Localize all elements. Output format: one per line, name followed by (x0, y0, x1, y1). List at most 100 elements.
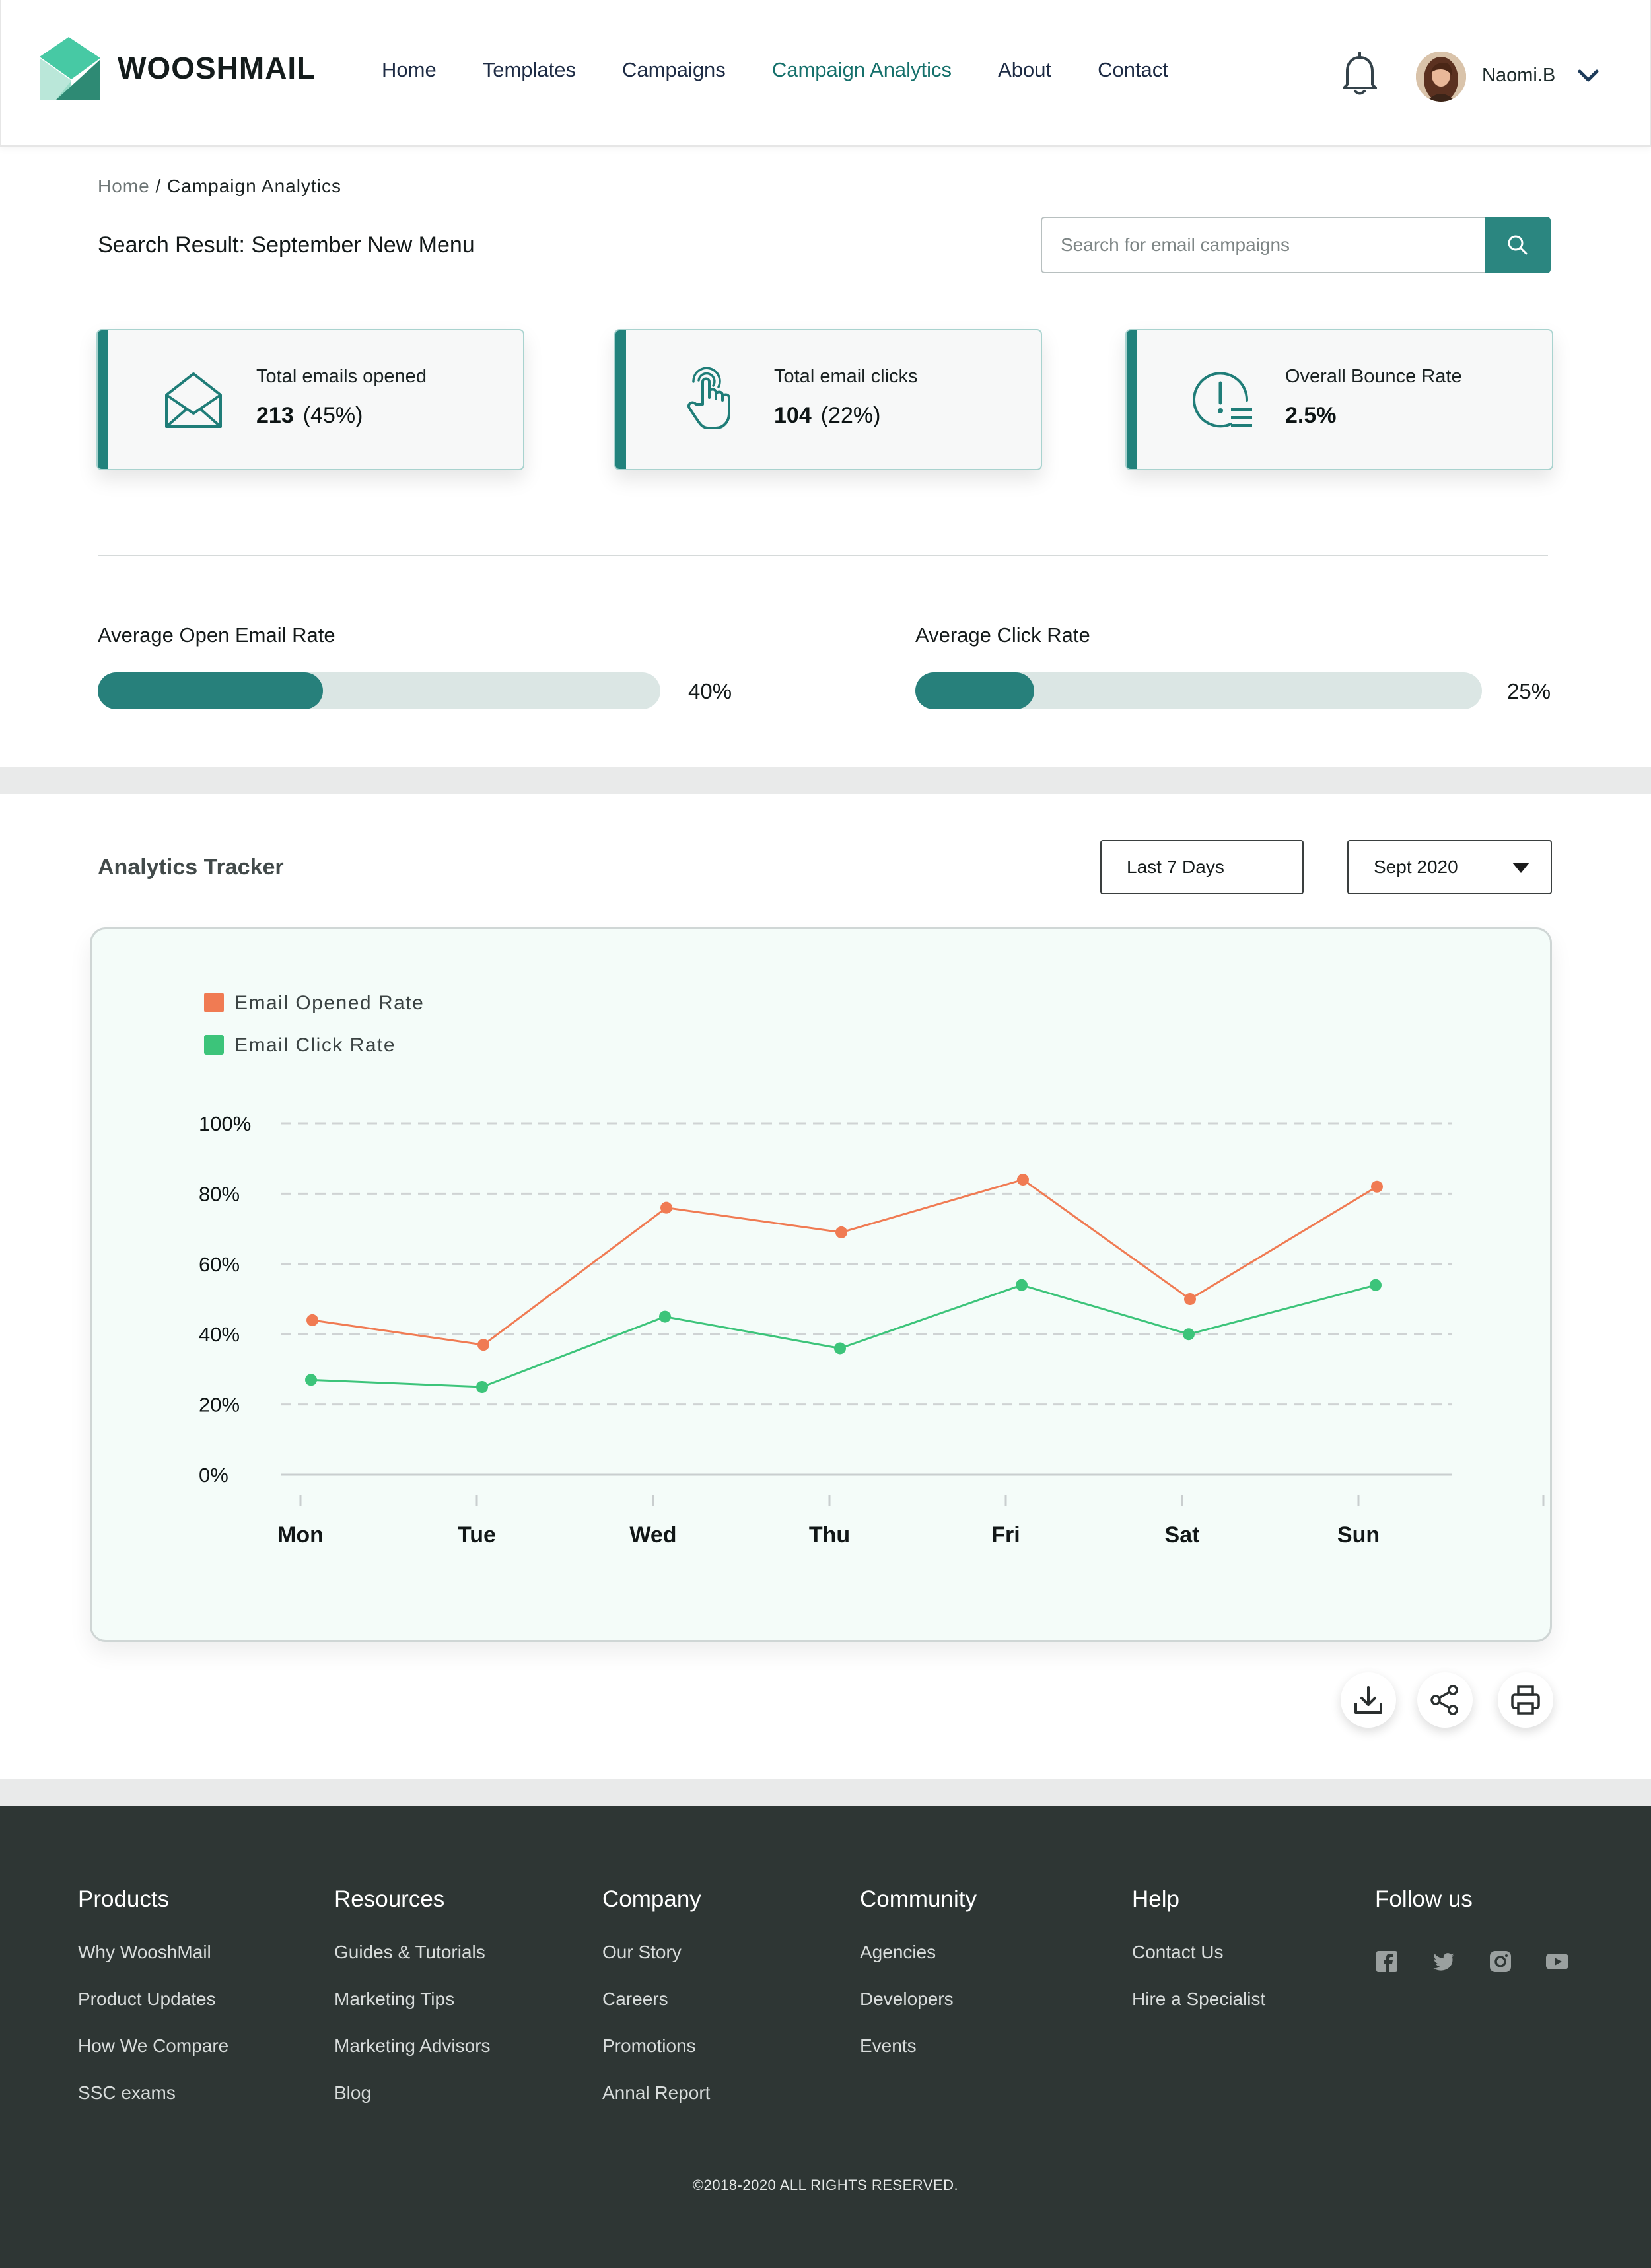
footer-link[interactable]: Guides & Tutorials (334, 1942, 485, 1962)
stat-value: 2.5% (1285, 403, 1346, 429)
open-rate-label: Average Open Email Rate (98, 623, 335, 647)
footer-link[interactable]: Why WooshMail (78, 1942, 211, 1962)
breadcrumb: Home / Campaign Analytics (98, 176, 341, 197)
breadcrumb-home[interactable]: Home (98, 176, 150, 196)
stat-number: 104 (774, 403, 812, 428)
last-7-days-button[interactable]: Last 7 Days (1100, 840, 1304, 894)
x-tick-label: Wed (629, 1522, 676, 1547)
search-button[interactable] (1485, 217, 1551, 273)
brand-name: WOOSHMAIL (118, 51, 316, 85)
wooshmail-logo-icon (40, 37, 100, 100)
facebook-icon[interactable] (1375, 1950, 1399, 1973)
open-rate-value: 40% (688, 679, 732, 703)
footer-col-community: Community Agencies Developers Events (860, 1886, 977, 2082)
share-icon (1430, 1685, 1458, 1715)
stat-label: Overall Bounce Rate (1285, 366, 1462, 387)
stat-value: 213 (45%) (256, 403, 363, 429)
footer-col-help: Help Contact Us Hire a Specialist (1132, 1886, 1265, 2036)
top-header: WOOSHMAIL Home Templates Campaigns Campa… (0, 0, 1651, 147)
data-point (660, 1201, 672, 1214)
footer-link[interactable]: Our Story (602, 1942, 682, 1962)
footer-heading: Community (860, 1886, 977, 1912)
series-line (310, 1284, 1376, 1388)
series-line (312, 1178, 1378, 1346)
footer-link[interactable]: Careers (602, 1989, 668, 2009)
data-point (1183, 1328, 1195, 1341)
footer-link[interactable]: Contact Us (1132, 1942, 1224, 1962)
share-button[interactable] (1417, 1672, 1473, 1728)
nav-campaign-analytics[interactable]: Campaign Analytics (771, 58, 952, 81)
y-tick-label: 40% (199, 1323, 240, 1346)
data-point (1370, 1279, 1382, 1291)
nav-home[interactable]: Home (382, 58, 437, 81)
footer-col-company: Company Our Story Careers Promotions Ann… (602, 1886, 710, 2129)
bell-icon[interactable] (1341, 52, 1379, 96)
footer-link[interactable]: Agencies (860, 1942, 936, 1962)
footer-heading: Company (602, 1886, 701, 1912)
footer-link[interactable]: Marketing Advisors (334, 2036, 491, 2056)
click-rate-fill (915, 672, 1035, 709)
data-point (1184, 1293, 1196, 1305)
x-tick-label: Thu (809, 1522, 850, 1547)
pointer-hand-icon (687, 367, 730, 429)
data-point (306, 1314, 318, 1326)
chevron-down-icon[interactable] (1577, 66, 1599, 85)
footer-col-follow: Follow us (1375, 1886, 1473, 1942)
twitter-icon[interactable] (1432, 1950, 1456, 1973)
stat-percent: (45%) (302, 403, 363, 428)
data-point (1016, 1279, 1028, 1291)
instagram-icon[interactable] (1489, 1950, 1512, 1973)
caret-down-icon (1512, 863, 1529, 873)
search-input[interactable] (1061, 218, 1483, 272)
footer-link[interactable]: Promotions (602, 2036, 696, 2056)
section-separator (0, 767, 1651, 794)
analytics-chart: Email Opened Rate Email Click Rate 100% 80%… (90, 927, 1552, 1642)
x-tick-label: Sat (1165, 1522, 1200, 1547)
open-rate-track (98, 672, 660, 709)
data-point (476, 1381, 488, 1393)
footer-link[interactable]: How We Compare (78, 2036, 229, 2056)
avatar-portrait-icon (1416, 52, 1466, 102)
nav-contact[interactable]: Contact (1098, 58, 1168, 81)
print-button[interactable] (1498, 1672, 1553, 1728)
nav-about[interactable]: About (998, 58, 1052, 81)
footer-link[interactable]: Hire a Specialist (1132, 1989, 1266, 2009)
month-select[interactable]: Sept 2020 (1347, 840, 1552, 894)
nav-campaigns[interactable]: Campaigns (622, 58, 726, 81)
footer-col-products: Products Why WooshMail Product Updates H… (78, 1886, 228, 2129)
legend-swatch (204, 993, 224, 1012)
main-nav: Home Templates Campaigns Campaign Analyt… (382, 58, 1214, 82)
copyright-text: ©2018-2020 ALL RIGHTS RESERVED. (692, 2177, 959, 2193)
stat-percent: (22%) (820, 403, 881, 428)
footer-col-resources: Resources Guides & Tutorials Marketing T… (334, 1886, 491, 2129)
line-chart-svg: Email Opened Rate Email Click Rate 100% 80%… (199, 992, 1545, 1547)
footer-link[interactable]: SSC exams (78, 2082, 176, 2103)
stat-number: 2.5% (1285, 403, 1337, 428)
tracker-title: Analytics Tracker (98, 855, 284, 880)
search-icon (1508, 235, 1528, 255)
x-tick-label: Tue (458, 1522, 496, 1547)
nav-templates[interactable]: Templates (482, 58, 576, 81)
data-point (659, 1310, 671, 1323)
footer-heading: Follow us (1375, 1886, 1473, 1912)
x-tick-label: Sun (1337, 1522, 1380, 1547)
search-box (1041, 217, 1551, 273)
user-avatar[interactable] (1416, 52, 1466, 102)
footer-link[interactable]: Blog (334, 2082, 372, 2103)
x-tick-label: Mon (277, 1522, 324, 1547)
brand-logo[interactable]: WOOSHMAIL (36, 36, 316, 100)
stat-number: 213 (256, 403, 294, 428)
youtube-icon[interactable] (1545, 1950, 1569, 1973)
footer-link[interactable]: Product Updates (78, 1989, 216, 2009)
x-tick-label: Fri (991, 1522, 1020, 1547)
footer-link[interactable]: Events (860, 2036, 917, 2056)
footer-link[interactable]: Annal Report (602, 2082, 711, 2103)
y-tick-label: 80% (199, 1182, 240, 1205)
footer-heading: Help (1132, 1886, 1179, 1912)
footer-link[interactable]: Marketing Tips (334, 1989, 455, 2009)
print-icon (1511, 1685, 1540, 1715)
download-button[interactable] (1341, 1672, 1396, 1728)
data-point (1371, 1180, 1383, 1193)
user-name[interactable]: Naomi.B (1482, 65, 1556, 86)
footer-link[interactable]: Developers (860, 1989, 954, 2009)
